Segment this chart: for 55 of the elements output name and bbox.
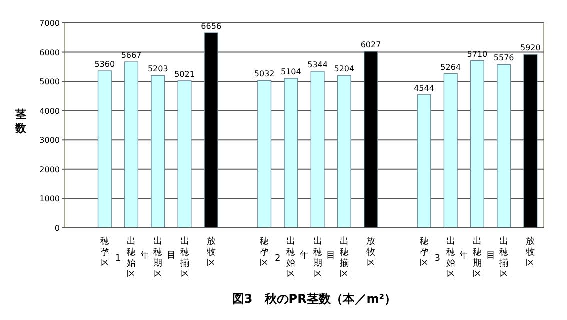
x-tick-label: 出穂始区 xyxy=(286,236,296,280)
data-label: 5344 xyxy=(308,60,328,70)
y-tick-label: 3000 xyxy=(40,136,60,146)
data-label: 5667 xyxy=(121,51,142,60)
data-label: 5576 xyxy=(494,54,514,63)
bar xyxy=(417,94,432,228)
bar xyxy=(151,75,166,228)
y-tick-label: 7000 xyxy=(40,19,60,28)
x-tick-label: 穂孕区 xyxy=(260,236,270,269)
data-label: 6656 xyxy=(201,22,222,32)
x-tick-label: 出穂揃区 xyxy=(340,236,349,280)
data-label: 6027 xyxy=(360,40,382,50)
data-label: 5360 xyxy=(94,60,116,70)
x-tick-label: 放牧区 xyxy=(366,236,376,269)
y-tick-label: 4000 xyxy=(40,106,60,116)
bar xyxy=(124,62,139,228)
x-tick-label: 穂孕区 xyxy=(100,236,110,269)
y-tick-label: 0 xyxy=(54,224,60,233)
y-tick-label: 5000 xyxy=(40,78,60,87)
x-tick-label: 出穂始区 xyxy=(127,236,136,280)
y-tick-label: 2000 xyxy=(40,165,60,174)
data-label: 5264 xyxy=(440,62,462,72)
x-tick-label: 出穂揃区 xyxy=(500,236,509,280)
bar xyxy=(364,51,378,228)
x-tick-label: 出穂始区 xyxy=(446,236,456,280)
x-tick-label: 穂孕区 xyxy=(420,236,429,269)
data-label: 5021 xyxy=(174,70,195,79)
y-tick-label: 1000 xyxy=(40,194,60,204)
data-label: 4544 xyxy=(414,84,434,93)
x-tick-label: 出穂期区 xyxy=(313,236,322,280)
bar xyxy=(284,78,298,228)
y-tick-label: 6000 xyxy=(40,48,60,58)
data-label: 5032 xyxy=(254,70,275,79)
data-label: 5710 xyxy=(467,50,488,59)
bar xyxy=(258,80,272,228)
bar xyxy=(444,73,458,228)
text: 図3 秋のPR茎数（本／m²） xyxy=(232,292,397,306)
data-label: 5104 xyxy=(281,68,302,77)
data-label: 5920 xyxy=(520,44,541,53)
x-tick-label: 出穂揃区 xyxy=(180,236,190,280)
bar xyxy=(310,71,325,228)
bar xyxy=(98,70,112,228)
bar xyxy=(470,60,484,228)
data-label: 5204 xyxy=(334,64,355,74)
x-tick-label: 放牧区 xyxy=(206,236,216,269)
bar xyxy=(178,80,192,228)
data-label: 5203 xyxy=(148,64,168,74)
x-tick-label: 放牧区 xyxy=(526,236,536,269)
x-tick-label: 出穂期区 xyxy=(472,236,482,280)
bar xyxy=(337,75,352,228)
bar xyxy=(204,32,218,228)
bar xyxy=(497,64,512,228)
x-tick-label: 出穂期区 xyxy=(154,236,163,280)
y-axis-title: 茎数 xyxy=(14,108,28,135)
bar xyxy=(524,54,538,228)
